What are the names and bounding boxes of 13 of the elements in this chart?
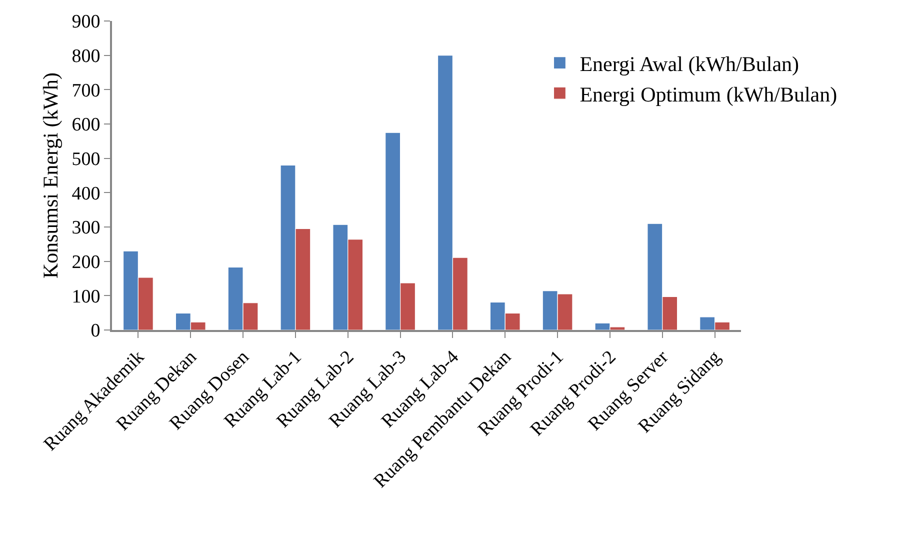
y-tick-label: 200 <box>72 252 100 273</box>
y-tick-label: 500 <box>72 148 100 170</box>
y-tick-label: 400 <box>72 183 100 204</box>
y-tick-label: 600 <box>72 114 100 136</box>
y-tick-label: 100 <box>72 286 100 308</box>
y-axis-title: Konsumsi Energi (kWh) <box>38 72 62 279</box>
y-tick-label: 900 <box>72 12 100 33</box>
legend-label: Energi Optimum (kWh/Bulan) <box>580 82 838 106</box>
y-tick-label: 800 <box>72 46 100 67</box>
y-tick-label: 300 <box>72 218 100 239</box>
legend-label: Energi Awal (kWh/Bulan) <box>580 52 800 76</box>
y-tick-label: 700 <box>72 80 100 102</box>
y-tick-label: 0 <box>90 320 100 342</box>
